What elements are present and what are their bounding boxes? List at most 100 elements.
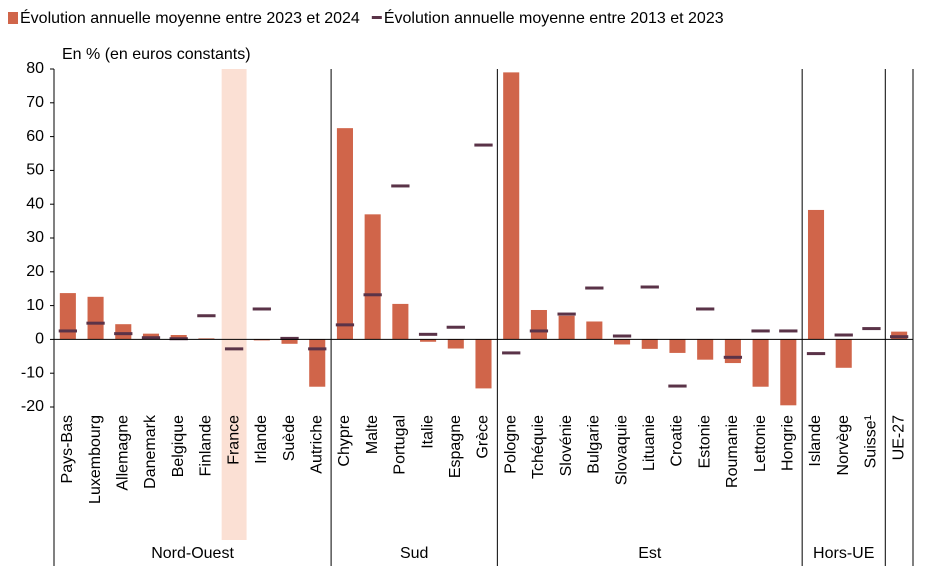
- y-tick-label: 60: [26, 128, 44, 145]
- bar: [641, 339, 658, 349]
- x-tick-label: Roumanie: [724, 415, 741, 488]
- marker: [557, 312, 576, 316]
- bar: [364, 214, 381, 340]
- y-axis-label: En % (en euros constants): [62, 46, 251, 63]
- marker: [668, 384, 687, 388]
- legend-label: Évolution annuelle moyenne entre 2023 et…: [20, 8, 360, 27]
- bar: [392, 303, 409, 340]
- marker: [862, 327, 881, 331]
- group-label: Nord-Ouest: [151, 545, 234, 562]
- x-tick-label: Hongrie: [780, 415, 797, 471]
- group-label: Est: [638, 545, 662, 562]
- marker: [308, 347, 327, 351]
- marker: [696, 307, 715, 311]
- marker: [446, 325, 465, 329]
- bar: [780, 339, 797, 406]
- x-tick-label: Malte: [364, 415, 381, 454]
- x-tick-label: UE-27: [890, 415, 907, 460]
- bar: [724, 339, 741, 364]
- x-tick-label: Suède: [281, 415, 298, 461]
- bar: [503, 72, 520, 340]
- y-tick-label: 30: [26, 229, 44, 246]
- marker: [280, 336, 299, 340]
- x-tick-label: Autriche: [308, 415, 325, 474]
- y-tick-label: 0: [35, 331, 44, 348]
- bar: [835, 339, 852, 368]
- marker: [474, 143, 493, 147]
- bar: [336, 128, 353, 340]
- y-tick-label: 20: [26, 263, 44, 280]
- marker: [224, 347, 244, 351]
- bar: [586, 321, 603, 340]
- marker: [418, 332, 438, 336]
- y-tick-label: 40: [26, 195, 44, 212]
- bar: [614, 339, 631, 345]
- marker: [640, 285, 659, 289]
- y-tick-label: 50: [26, 162, 44, 179]
- y-tick-label: -20: [21, 398, 44, 415]
- marker: [169, 337, 188, 341]
- marker: [585, 286, 604, 290]
- x-tick-label: Islande: [807, 415, 824, 467]
- bar: [530, 309, 547, 340]
- x-tick-label: Danemark: [142, 414, 159, 489]
- x-tick-label: Pays-Bas: [59, 415, 76, 483]
- x-tick-label: Croatie: [669, 415, 686, 467]
- y-tick-label: 70: [26, 94, 44, 111]
- bar: [198, 338, 215, 340]
- x-tick-label: Italie: [419, 415, 436, 449]
- marker: [751, 329, 770, 333]
- marker: [252, 307, 271, 311]
- marker: [612, 334, 632, 338]
- x-tick-label: Slovaquie: [613, 415, 630, 485]
- marker: [806, 352, 826, 356]
- bar: [807, 209, 825, 340]
- marker: [141, 336, 161, 340]
- bar: [281, 339, 298, 344]
- y-tick-label: 10: [26, 297, 44, 314]
- x-tick-label: France: [225, 415, 242, 465]
- marker: [58, 329, 77, 333]
- x-tick-label: Grèce: [475, 415, 492, 459]
- marker: [114, 332, 133, 336]
- x-tick-label: Pologne: [502, 415, 519, 474]
- bar: [447, 339, 464, 349]
- marker: [529, 329, 549, 333]
- marker: [363, 293, 382, 297]
- x-tick-label: Lituanie: [641, 415, 658, 471]
- x-tick-label: Irlande: [253, 415, 270, 464]
- x-tick-label: Espagne: [447, 415, 464, 478]
- bar: [59, 293, 76, 340]
- legend-swatch: [371, 16, 382, 19]
- x-tick-label: Allemagne: [114, 415, 131, 491]
- x-tick-label: Luxembourg: [87, 415, 104, 504]
- bar: [87, 296, 104, 340]
- x-tick-label: Chypre: [336, 415, 353, 467]
- y-tick-label: 80: [26, 60, 44, 77]
- bar: [115, 324, 132, 340]
- group-label: Sud: [400, 545, 428, 562]
- marker: [197, 314, 216, 318]
- bar: [253, 339, 270, 341]
- x-tick-label: Belgique: [170, 415, 187, 477]
- marker: [890, 335, 909, 339]
- x-tick-label: Norvège: [835, 415, 852, 476]
- x-tick-label: Lettonie: [752, 415, 769, 472]
- marker: [502, 351, 521, 355]
- legend-swatch: [8, 12, 18, 24]
- marker: [335, 323, 355, 327]
- bar: [697, 339, 714, 360]
- marker: [723, 355, 743, 359]
- x-tick-label: Suisse¹: [863, 415, 880, 468]
- bar: [752, 339, 769, 387]
- marker: [86, 321, 105, 325]
- bar: [309, 339, 326, 387]
- bar: [170, 335, 187, 340]
- marker: [779, 329, 798, 333]
- group-label: Hors-UE: [813, 545, 874, 562]
- bar: [558, 315, 575, 340]
- x-tick-label: Tchéquie: [530, 415, 547, 479]
- x-tick-label: Bulgarie: [586, 415, 603, 474]
- bar: [669, 339, 686, 353]
